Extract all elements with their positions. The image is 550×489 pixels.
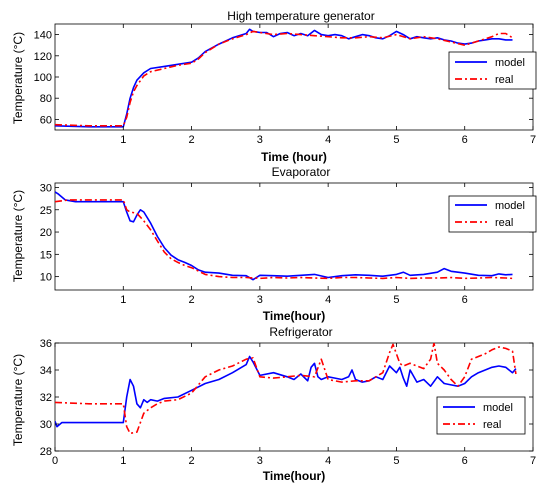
panel-high-temperature-generator: High temperature generator Temperature (… (11, 9, 537, 164)
x-tick-label: 6 (462, 134, 468, 146)
chart-title: High temperature generator (227, 9, 374, 23)
x-tick-label: 3 (257, 294, 263, 306)
series-line-real (55, 199, 513, 280)
y-tick-label: 20 (40, 227, 52, 239)
x-tick-label: 6 (462, 294, 468, 306)
y-tick-label: 36 (40, 338, 52, 350)
legend: model real (436, 396, 526, 435)
x-tick-label: 4 (325, 134, 331, 146)
x-tick-label: 3 (257, 134, 263, 146)
panel-evaporator: Evaporator Temperature (°C) Time(hour) 1… (11, 165, 537, 323)
y-tick-label: 25 (40, 205, 52, 217)
legend: model real (448, 195, 537, 233)
legend-label-model: model (495, 200, 525, 212)
y-axis-label: Temperature (°C) (11, 32, 25, 124)
x-tick-label: 2 (189, 294, 195, 306)
series-line-model (55, 191, 513, 281)
x-tick-label: 6 (462, 455, 468, 467)
chart-title: Evaporator (272, 165, 331, 179)
x-tick-label: 2 (189, 134, 195, 146)
x-tick-label: 0 (52, 455, 58, 467)
y-tick-label: 100 (34, 72, 52, 84)
legend-label-real: real (495, 217, 513, 229)
chart-title: Refrigerator (269, 325, 332, 339)
x-tick-label: 3 (257, 455, 263, 467)
x-tick-label: 4 (325, 294, 331, 306)
y-tick-label: 30 (40, 419, 52, 431)
legend-label-real: real (483, 419, 501, 431)
y-tick-label: 30 (40, 182, 52, 194)
y-tick-label: 32 (40, 392, 52, 404)
y-tick-label: 10 (40, 272, 52, 284)
y-tick-label: 34 (40, 365, 52, 377)
x-tick-label: 7 (530, 455, 536, 467)
series-line-real (55, 343, 517, 435)
x-axis-label: Time(hour) (263, 309, 325, 323)
x-tick-label: 5 (393, 134, 399, 146)
y-tick-label: 120 (34, 51, 52, 63)
y-tick-label: 60 (40, 114, 52, 126)
svg-text:Temperature (°C): Temperature (°C) (11, 32, 25, 124)
legend-label-model: model (483, 402, 513, 414)
series-line-model (55, 355, 517, 428)
panel-refrigerator: Refrigerator Temperature (°C) Time(hour)… (11, 325, 536, 483)
y-tick-label: 15 (40, 249, 52, 261)
x-tick-label: 5 (393, 455, 399, 467)
x-tick-label: 1 (120, 455, 126, 467)
x-axis-label: Time (hour) (261, 150, 327, 164)
x-tick-label: 7 (530, 134, 536, 146)
x-tick-label: 1 (120, 134, 126, 146)
legend-label-real: real (495, 74, 513, 86)
x-tick-label: 2 (189, 455, 195, 467)
x-tick-label: 1 (120, 294, 126, 306)
y-tick-label: 80 (40, 93, 52, 105)
series-line-real (55, 30, 513, 127)
y-axis-label: Temperature (°C) (11, 190, 25, 282)
legend-label-model: model (495, 57, 525, 69)
x-tick-label: 5 (393, 294, 399, 306)
x-axis-label: Time(hour) (263, 469, 325, 483)
svg-text:Temperature (°C): Temperature (°C) (11, 190, 25, 282)
x-tick-label: 4 (325, 455, 331, 467)
y-axis-label: Temperature (°C) (11, 354, 25, 446)
series-line-model (55, 28, 513, 128)
y-tick-label: 28 (40, 446, 52, 458)
svg-text:Temperature (°C): Temperature (°C) (11, 354, 25, 446)
legend: model real (448, 51, 537, 90)
y-tick-label: 140 (34, 30, 52, 42)
